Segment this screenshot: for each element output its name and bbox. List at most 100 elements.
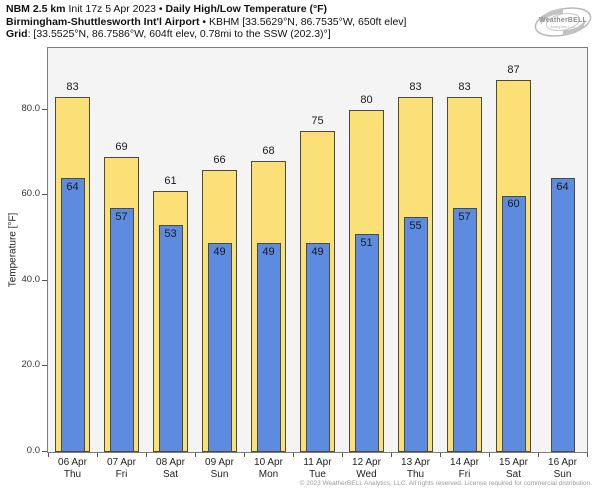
station-name: Birmingham-Shuttlesworth Int'l Airport bbox=[6, 15, 200, 28]
x-tick bbox=[489, 453, 490, 457]
x-tick bbox=[244, 453, 245, 457]
high-value-label: 68 bbox=[262, 145, 275, 158]
chart-title: Daily High/Low Temperature (°F) bbox=[165, 3, 328, 15]
header-line-model: NBM 2.5 km Init 17z 5 Apr 2023 • Daily H… bbox=[6, 3, 406, 16]
x-tick-label: 07 Apr Fri bbox=[92, 457, 152, 480]
x-tick-label: 15 Apr Sat bbox=[484, 457, 544, 480]
x-tick-date: 09 Apr bbox=[205, 457, 234, 468]
x-tick bbox=[342, 453, 343, 457]
y-tick bbox=[42, 451, 47, 452]
plot-area: 83 64 69 57 61 53 66 49 68 49 75 49 80 51 83 55 83 57 87 60… bbox=[47, 47, 588, 453]
grid-label: Grid bbox=[6, 28, 28, 40]
x-tick-weekday: Thu bbox=[406, 468, 425, 480]
x-tick bbox=[391, 453, 392, 457]
low-bar bbox=[60, 178, 85, 452]
swirl-icon bbox=[534, 7, 592, 37]
x-tick-date: 08 Apr bbox=[156, 457, 185, 468]
x-tick-weekday: Sat bbox=[505, 468, 521, 480]
low-value-label: 57 bbox=[458, 211, 471, 224]
y-tick bbox=[42, 279, 47, 281]
x-tick-date: 11 Apr bbox=[303, 457, 332, 468]
high-value-label: 80 bbox=[360, 93, 373, 106]
init-time: Init 17z 5 Apr 2023 • bbox=[65, 3, 166, 15]
low-bar bbox=[305, 242, 330, 452]
x-tick bbox=[440, 453, 441, 457]
low-value-label: 64 bbox=[556, 181, 569, 194]
low-bar bbox=[403, 216, 428, 452]
x-tick-date: 10 Apr bbox=[254, 457, 283, 468]
x-tick-date: 14 Apr bbox=[450, 457, 479, 468]
high-value-label: 87 bbox=[507, 64, 520, 77]
x-tick-date: 16 Apr bbox=[548, 457, 577, 468]
x-tick-weekday: Fri bbox=[115, 468, 128, 480]
low-value-label: 57 bbox=[115, 211, 128, 224]
low-value-label: 60 bbox=[507, 198, 520, 211]
header-line-station: Birmingham-Shuttlesworth Int'l Airport •… bbox=[6, 16, 406, 29]
low-bar bbox=[158, 225, 183, 452]
x-tick-weekday: Mon bbox=[258, 468, 279, 480]
x-tick-date: 12 Apr bbox=[352, 457, 381, 468]
y-tick bbox=[42, 108, 47, 110]
y-tick-label: 20.0 bbox=[21, 359, 41, 371]
high-value-label: 69 bbox=[115, 141, 128, 154]
x-tick-weekday: Sun bbox=[210, 468, 229, 480]
x-tick bbox=[293, 453, 294, 457]
x-tick-weekday: Sun bbox=[553, 468, 572, 480]
low-value-label: 53 bbox=[164, 228, 177, 241]
low-bar bbox=[501, 195, 526, 452]
station-coords: • KBHM [33.5629°N, 86.7535°W, 650ft elev… bbox=[199, 15, 407, 28]
high-value-label: 66 bbox=[213, 153, 226, 166]
x-tick-date: 06 Apr bbox=[58, 457, 87, 468]
y-tick-label: 80.0 bbox=[21, 102, 41, 114]
x-tick-label: 14 Apr Fri bbox=[435, 457, 495, 480]
y-tick-label: 0.0 bbox=[26, 445, 40, 456]
x-tick-date: 07 Apr bbox=[107, 457, 136, 468]
low-bar bbox=[354, 233, 379, 452]
y-tick-label: 40.0 bbox=[21, 273, 41, 285]
low-value-label: 51 bbox=[360, 236, 373, 249]
x-tick-weekday: Wed bbox=[356, 468, 377, 480]
x-tick-label: 12 Apr Wed bbox=[337, 457, 397, 480]
low-bar bbox=[207, 242, 232, 452]
logo-brand-text: WeatherBELL bbox=[539, 17, 587, 24]
x-tick-label: 06 Apr Thu bbox=[43, 457, 103, 480]
low-bar bbox=[550, 178, 575, 452]
grid-coords: : [33.5525°N, 86.7586°W, 604ft elev, 0.7… bbox=[27, 28, 331, 40]
x-tick-weekday: Fri bbox=[458, 468, 471, 480]
high-value-label: 83 bbox=[66, 81, 79, 94]
low-value-label: 64 bbox=[66, 181, 79, 194]
x-tick bbox=[195, 453, 196, 457]
x-tick bbox=[146, 453, 147, 457]
y-tick bbox=[42, 365, 47, 367]
copyright-text: © 2023 WeatherBELL Analytics, LLC. All r… bbox=[299, 480, 592, 487]
chart-header: NBM 2.5 km Init 17z 5 Apr 2023 • Daily H… bbox=[6, 3, 406, 41]
x-tick-date: 15 Apr bbox=[499, 457, 528, 468]
low-value-label: 49 bbox=[213, 245, 226, 258]
low-value-label: 55 bbox=[409, 219, 422, 232]
x-tick-label: 10 Apr Mon bbox=[239, 457, 299, 480]
x-tick bbox=[538, 453, 539, 457]
high-value-label: 83 bbox=[409, 81, 422, 94]
x-tick-label: 09 Apr Sun bbox=[190, 457, 250, 480]
x-tick-weekday: Tue bbox=[309, 468, 326, 480]
x-tick-label: 13 Apr Thu bbox=[386, 457, 446, 480]
logo-sub-text: Analytics LLC bbox=[550, 25, 576, 29]
low-bar bbox=[256, 242, 281, 452]
x-tick-date: 13 Apr bbox=[401, 457, 430, 468]
high-value-label: 83 bbox=[458, 81, 471, 94]
x-tick bbox=[97, 453, 98, 457]
x-tick bbox=[48, 453, 49, 457]
low-value-label: 49 bbox=[311, 245, 324, 258]
x-tick bbox=[587, 453, 588, 457]
x-tick-label: 16 Apr Sun bbox=[533, 457, 593, 480]
weatherbell-logo: WeatherBELL Analytics LLC bbox=[530, 1, 596, 43]
x-tick-weekday: Thu bbox=[63, 468, 82, 480]
y-tick bbox=[42, 194, 47, 196]
high-value-label: 75 bbox=[311, 115, 324, 128]
high-value-label: 61 bbox=[164, 175, 177, 188]
header-line-grid: Grid: [33.5525°N, 86.7586°W, 604ft elev,… bbox=[6, 28, 406, 41]
x-tick-label: 08 Apr Sat bbox=[141, 457, 201, 480]
low-bar bbox=[452, 208, 477, 452]
y-tick-label: 60.0 bbox=[21, 188, 41, 200]
